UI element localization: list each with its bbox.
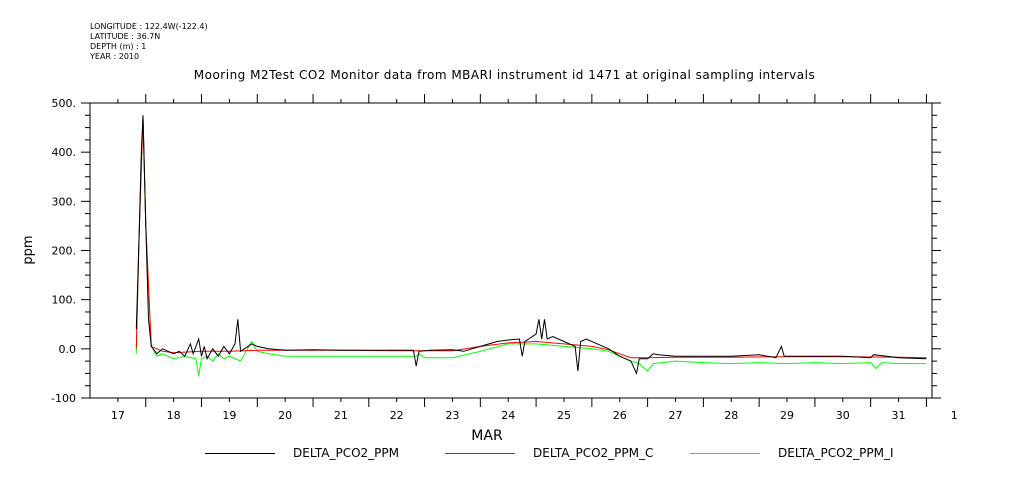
legend-item-3: DELTA_PCO2_PPM_I: [690, 446, 894, 460]
chart-title: Mooring M2Test CO2 Monitor data from MBA…: [193, 68, 816, 82]
series-line-1: [135, 115, 927, 376]
legend-swatch-2: [445, 453, 515, 454]
longitude-label: LONGITUDE : 122.4W(-122.4): [90, 22, 208, 31]
y-tick-label: -100: [51, 392, 76, 405]
metadata-block: LONGITUDE : 122.4W(-122.4) LATITUDE : 36…: [90, 22, 208, 62]
y-tick-label: 400.: [52, 146, 77, 159]
x-tick-label: 26: [613, 409, 627, 422]
x-tick-label: 28: [724, 409, 738, 422]
x-tick-label: 27: [668, 409, 682, 422]
legend-swatch-1: [205, 453, 275, 454]
legend-item-1: DELTA_PCO2_PPM: [205, 446, 399, 460]
y-tick-label: 0.0: [59, 343, 77, 356]
y-tick-label: 100.: [52, 294, 77, 307]
x-tick-label: 23: [445, 409, 459, 422]
x-tick-label: 29: [780, 409, 794, 422]
x-tick-label: 22: [390, 409, 404, 422]
legend-label-3: DELTA_PCO2_PPM_I: [778, 446, 894, 460]
x-axis-label: MAR: [471, 428, 503, 444]
year-label: YEAR : 2010: [90, 52, 140, 61]
y-tick-label: 500.: [52, 97, 77, 110]
x-tick-label: 17: [111, 409, 125, 422]
legend-label-2: DELTA_PCO2_PPM_C: [533, 446, 654, 460]
legend-label-1: DELTA_PCO2_PPM: [293, 446, 399, 460]
legend-swatch-3: [690, 453, 760, 454]
x-tick-label: 20: [278, 409, 292, 422]
chart-series: [135, 115, 927, 376]
x-tick-label: 30: [836, 409, 850, 422]
y-tick-label: 200.: [52, 245, 77, 258]
depth-label: DEPTH (m) : 1: [90, 42, 147, 51]
x-tick-label: 25: [557, 409, 571, 422]
x-tick-label: 24: [501, 409, 515, 422]
x-tick-label: 31: [892, 409, 906, 422]
series-line-2: [135, 117, 927, 359]
x-tick-label: 21: [334, 409, 348, 422]
y-tick-label: 300.: [52, 195, 77, 208]
y-axis-label: ppm: [21, 235, 36, 264]
x-tick-label: 18: [167, 409, 181, 422]
chart-axes: -100 0.0 100. 200. 300. 400. 500. 17 18 19 20 21 22 2…: [51, 94, 958, 422]
legend-item-2: DELTA_PCO2_PPM_C: [445, 446, 653, 460]
x-tick-label: 19: [222, 409, 236, 422]
x-tick-label: 1: [951, 409, 958, 422]
latitude-label: LATITUDE : 36.7N: [90, 32, 161, 41]
